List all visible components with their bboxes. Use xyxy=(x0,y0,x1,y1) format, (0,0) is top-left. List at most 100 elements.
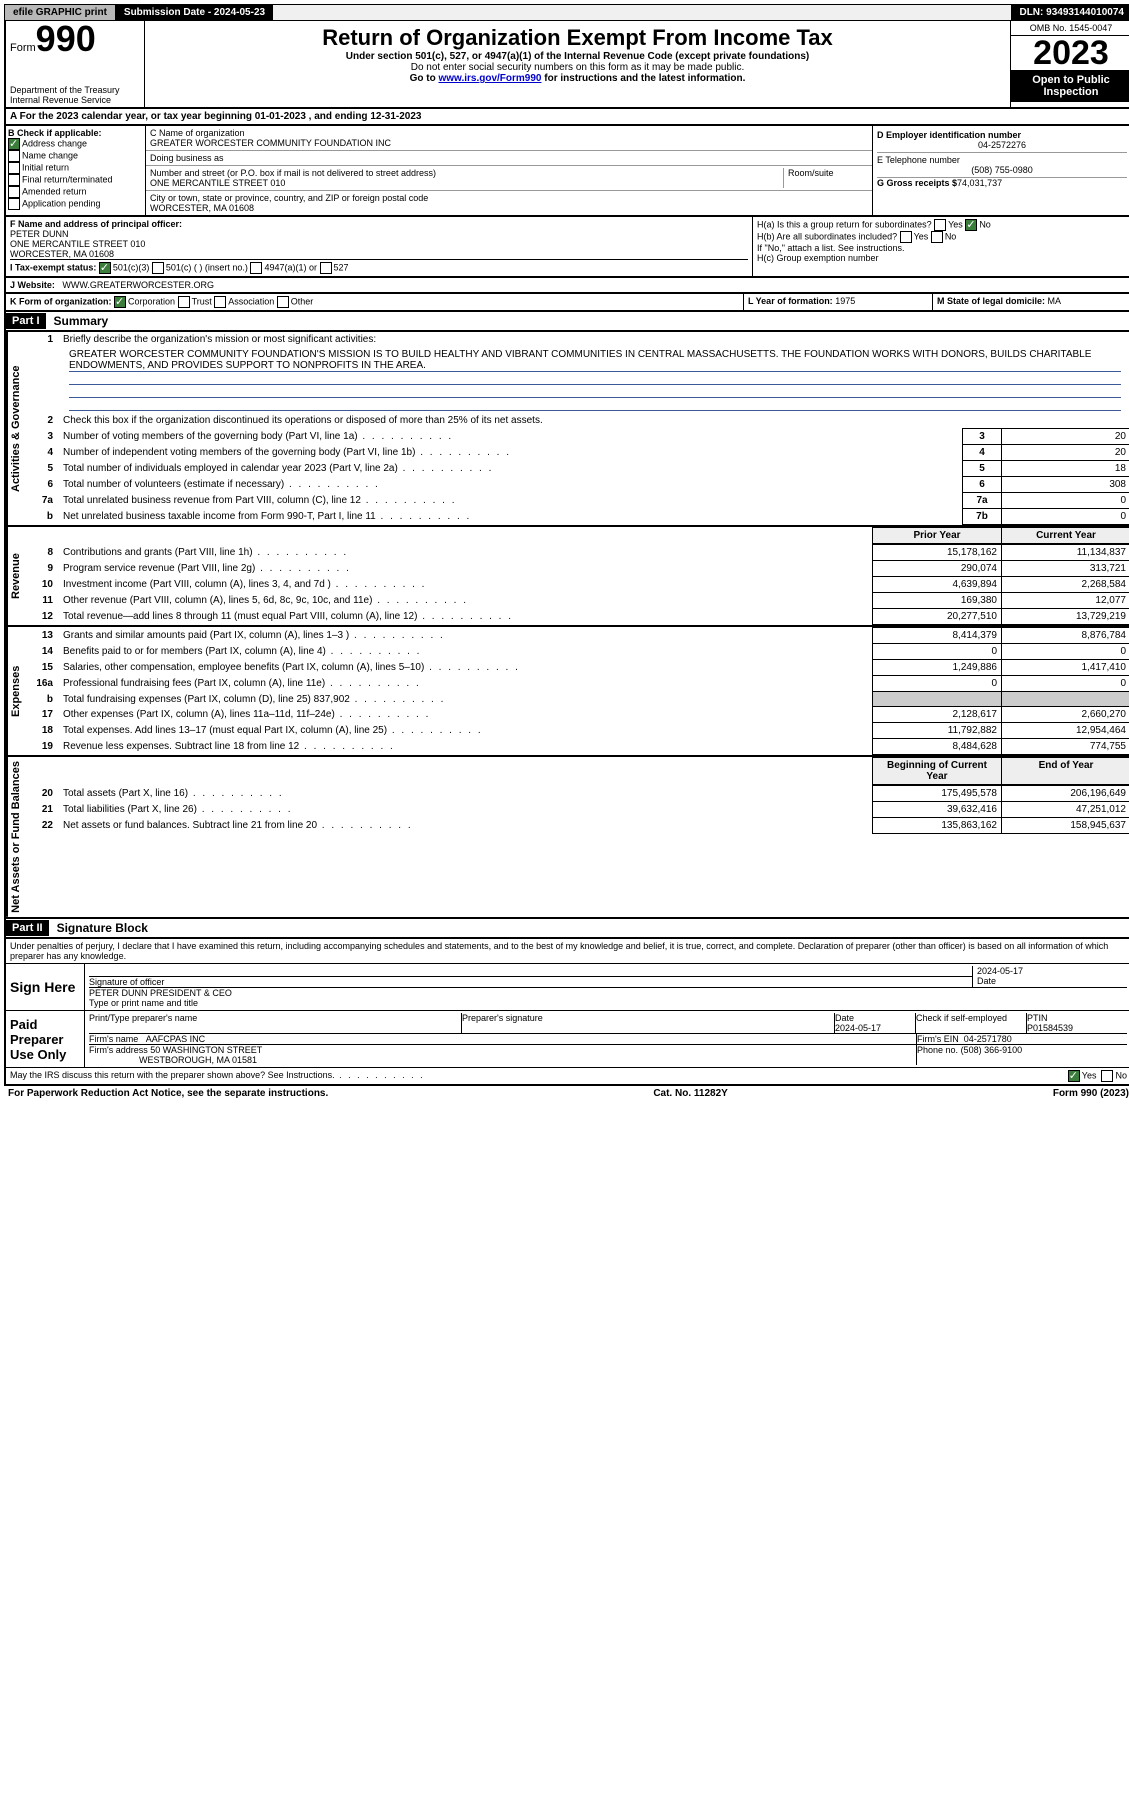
tax-year: 2023 xyxy=(1011,36,1129,70)
chk-amended[interactable]: Amended return xyxy=(8,186,143,198)
prior-value: 0 xyxy=(873,644,1002,660)
current-year-hdr: Current Year xyxy=(1002,528,1129,544)
prep-date-label: Date xyxy=(835,1013,854,1023)
line-text: Other expenses (Part IX, column (A), lin… xyxy=(59,707,873,723)
current-value: 2,660,270 xyxy=(1002,707,1129,723)
prior-value: 175,495,578 xyxy=(873,786,1002,802)
hb-yes[interactable] xyxy=(900,231,912,243)
prior-value: 1,249,886 xyxy=(873,660,1002,676)
chk-initial-return[interactable]: Initial return xyxy=(8,162,143,174)
line-text: Total unrelated business revenue from Pa… xyxy=(59,493,963,509)
state-domicile: MA xyxy=(1048,296,1062,306)
line-text: Salaries, other compensation, employee b… xyxy=(59,660,873,676)
prep-date: 2024-05-17 xyxy=(835,1023,881,1033)
goto-suffix: for instructions and the latest informat… xyxy=(541,73,745,84)
current-value: 0 xyxy=(1002,676,1129,692)
chk-final-return[interactable]: Final return/terminated xyxy=(8,174,143,186)
officer-sig-name: PETER DUNN PRESIDENT & CEO xyxy=(89,988,1127,998)
firm-ein-label: Firm's EIN xyxy=(917,1034,959,1044)
chk-trust[interactable] xyxy=(178,296,190,308)
discuss-label: May the IRS discuss this return with the… xyxy=(10,1070,425,1082)
ha-no[interactable] xyxy=(965,219,977,231)
self-employed-check[interactable]: Check if self-employed xyxy=(916,1013,1027,1033)
line-text: Total expenses. Add lines 13–17 (must eq… xyxy=(59,723,873,739)
part2-title: Signature Block xyxy=(49,919,156,937)
tel-label: E Telephone number xyxy=(877,155,1127,165)
line-box: 5 xyxy=(963,461,1002,477)
part1-header: Part I Summary xyxy=(4,312,1129,332)
chk-assoc[interactable] xyxy=(214,296,226,308)
c-name-label: C Name of organization xyxy=(150,128,868,138)
open-inspection-badge: Open to Public Inspection xyxy=(1011,70,1129,102)
efile-topbar: efile GRAPHIC print Submission Date - 20… xyxy=(4,4,1129,21)
dln-label: DLN: 93493144010074 xyxy=(1011,5,1129,20)
phone-label: Phone no. xyxy=(917,1045,958,1055)
officer-addr1: ONE MERCANTILE STREET 010 xyxy=(10,239,748,249)
col-c-name-address: C Name of organizationGREATER WORCESTER … xyxy=(146,126,873,215)
irs-link[interactable]: www.irs.gov/Form990 xyxy=(438,73,541,84)
chk-4947[interactable] xyxy=(250,262,262,274)
dept-label: Department of the Treasury Internal Reve… xyxy=(10,85,140,105)
part1-badge: Part I xyxy=(6,313,46,329)
firm-addr-label: Firm's address xyxy=(89,1045,148,1055)
ha-label: H(a) Is this a group return for subordin… xyxy=(757,220,932,230)
firm-name-label: Firm's name xyxy=(89,1034,138,1044)
paid-preparer-label: Paid Preparer Use Only xyxy=(6,1011,85,1067)
form-subtitle-2: Do not enter social security numbers on … xyxy=(149,62,1006,73)
line1-label: Briefly describe the organization's miss… xyxy=(59,332,1129,347)
year-formation: 1975 xyxy=(835,296,855,306)
chk-527[interactable] xyxy=(320,262,332,274)
chk-corp[interactable] xyxy=(114,296,126,308)
chk-other[interactable] xyxy=(277,296,289,308)
j-label: J Website: xyxy=(10,280,55,290)
section-revenue: Revenue Prior YearCurrent Year 8Contribu… xyxy=(4,527,1129,627)
chk-501c[interactable] xyxy=(152,262,164,274)
line-box: 3 xyxy=(963,429,1002,445)
row-a-tax-year: A For the 2023 calendar year, or tax yea… xyxy=(4,109,1129,126)
f-label: F Name and address of principal officer: xyxy=(10,219,748,229)
current-value: 12,077 xyxy=(1002,593,1129,609)
line-box: 6 xyxy=(963,477,1002,493)
line-text: Revenue less expenses. Subtract line 18 … xyxy=(59,739,873,755)
vtab-expenses: Expenses xyxy=(6,627,24,755)
city-state-zip: WORCESTER, MA 01608 xyxy=(150,203,868,213)
form-title: Return of Organization Exempt From Incom… xyxy=(149,25,1006,51)
form-label: Form xyxy=(10,42,36,54)
discuss-no[interactable] xyxy=(1101,1070,1113,1082)
discuss-yes[interactable] xyxy=(1068,1070,1080,1082)
current-value: 0 xyxy=(1002,644,1129,660)
current-value: 774,755 xyxy=(1002,739,1129,755)
current-value: 47,251,012 xyxy=(1002,802,1129,818)
chk-app-pending[interactable]: Application pending xyxy=(8,198,143,210)
m-label: M State of legal domicile: xyxy=(937,296,1045,306)
part2-header: Part II Signature Block xyxy=(4,919,1129,939)
form-number: 990 xyxy=(36,18,96,59)
prior-value: 2,128,617 xyxy=(873,707,1002,723)
gross-label: G Gross receipts $ xyxy=(877,178,957,188)
hb-no[interactable] xyxy=(931,231,943,243)
chk-501c3[interactable] xyxy=(99,262,111,274)
type-print-label: Type or print name and title xyxy=(89,998,1127,1008)
officer-addr2: WORCESTER, MA 01608 xyxy=(10,249,748,259)
org-name: GREATER WORCESTER COMMUNITY FOUNDATION I… xyxy=(150,138,868,148)
firm-name: AAFCPAS INC xyxy=(146,1034,205,1044)
row-j: J Website: WWW.GREATERWORCESTER.ORG xyxy=(4,278,1129,294)
prior-value: 11,792,882 xyxy=(873,723,1002,739)
line-box: 7b xyxy=(963,509,1002,525)
prior-value: 20,277,510 xyxy=(873,609,1002,625)
block-fh: F Name and address of principal officer:… xyxy=(4,217,1129,278)
l-label: L Year of formation: xyxy=(748,296,833,306)
section-governance: Activities & Governance 1Briefly describ… xyxy=(4,332,1129,527)
line-text: Grants and similar amounts paid (Part IX… xyxy=(59,628,873,644)
perjury-statement: Under penalties of perjury, I declare th… xyxy=(6,939,1129,963)
ha-yes[interactable] xyxy=(934,219,946,231)
prior-value: 39,632,416 xyxy=(873,802,1002,818)
prior-year-hdr: Prior Year xyxy=(873,528,1002,544)
chk-address-change[interactable]: Address change xyxy=(8,138,143,150)
col-b-checkboxes: B Check if applicable: Address change Na… xyxy=(6,126,146,215)
prior-value: 8,484,628 xyxy=(873,739,1002,755)
current-value: 12,954,464 xyxy=(1002,723,1129,739)
dba-label: Doing business as xyxy=(150,153,868,163)
section-netassets: Net Assets or Fund Balances Beginning of… xyxy=(4,757,1129,919)
chk-name-change[interactable]: Name change xyxy=(8,150,143,162)
